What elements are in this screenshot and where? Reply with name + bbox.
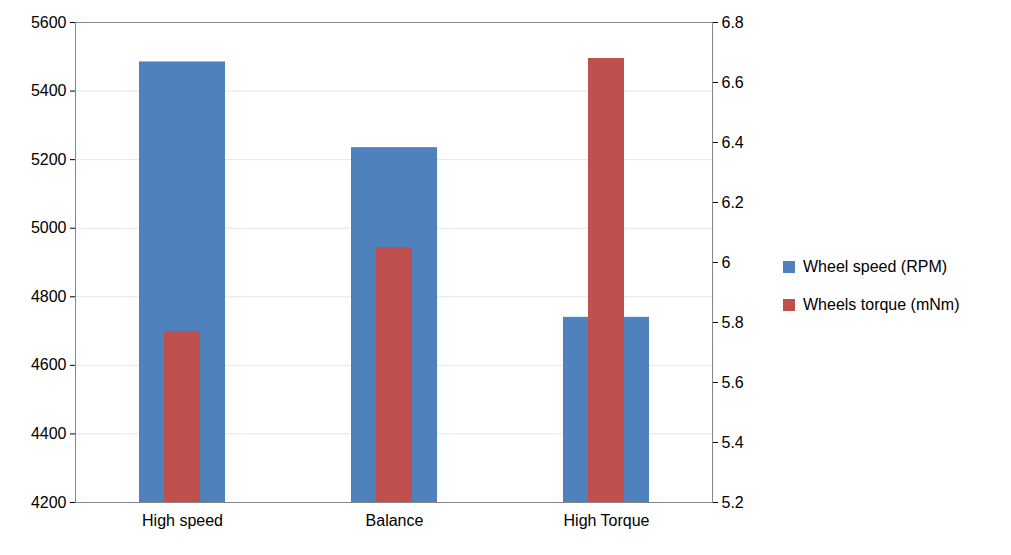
svg-text:5000: 5000 [31,219,67,236]
svg-text:5.8: 5.8 [722,314,744,331]
svg-text:5.6: 5.6 [722,374,744,391]
svg-text:4800: 4800 [31,288,67,305]
svg-text:5400: 5400 [31,82,67,99]
svg-text:6.2: 6.2 [722,194,744,211]
svg-text:5.2: 5.2 [722,494,744,511]
svg-text:High speed: High speed [142,512,223,529]
svg-text:4600: 4600 [31,356,67,373]
svg-text:5200: 5200 [31,151,67,168]
svg-text:6.8: 6.8 [722,14,744,31]
html-text:Wheel speed (RPM): Wheel speed (RPM) [803,258,947,275]
svg-text:6.4: 6.4 [722,134,744,151]
svg-text:6: 6 [722,254,731,271]
html-text:Wheels torque (mNm): Wheels torque (mNm) [803,296,960,313]
svg-text:5.4: 5.4 [722,434,744,451]
svg-text:5600: 5600 [31,14,67,31]
svg-text:Balance: Balance [366,512,424,529]
svg-text:4200: 4200 [31,494,67,511]
svg-text:High Torque: High Torque [564,512,650,529]
svg-text:6.6: 6.6 [722,74,744,91]
svg-text:4400: 4400 [31,425,67,442]
